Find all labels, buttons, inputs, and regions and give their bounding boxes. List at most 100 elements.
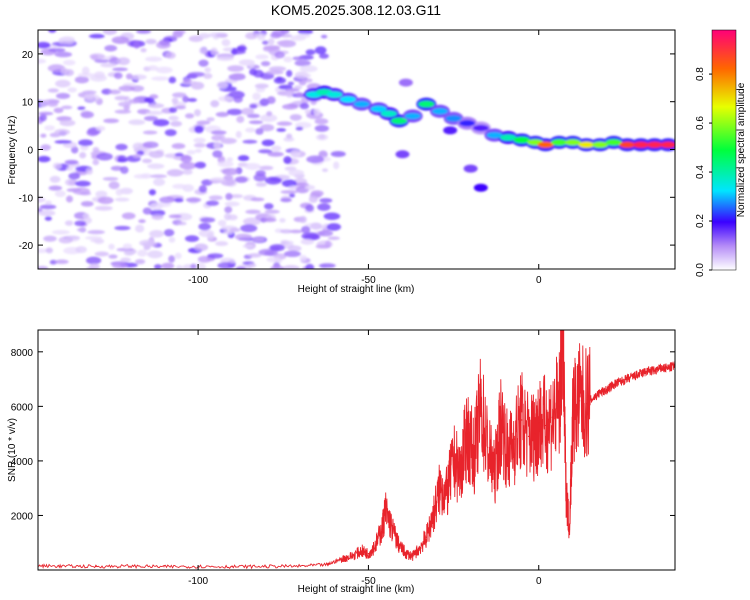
noise-blob xyxy=(149,209,166,217)
noise-blob xyxy=(165,51,176,59)
snr-point xyxy=(558,405,560,407)
noise-blob xyxy=(305,204,315,212)
noise-blob xyxy=(161,262,175,269)
noise-blob xyxy=(86,129,99,137)
noise-blob xyxy=(135,224,145,233)
snr-point xyxy=(585,403,588,405)
noise-blob xyxy=(38,111,54,116)
noise-blob xyxy=(97,196,114,205)
signal-point xyxy=(459,120,476,127)
noise-blob xyxy=(137,249,148,257)
noise-blob xyxy=(163,229,175,237)
snr-point xyxy=(350,555,352,557)
noise-blob xyxy=(67,87,77,93)
signal-point xyxy=(472,124,489,132)
noise-blob xyxy=(94,205,113,211)
noise-blob xyxy=(92,159,100,166)
noise-blob xyxy=(44,125,55,131)
spectrogram-axes: -100 -50 0 20 10 0 -10 -20 xyxy=(19,30,675,286)
noise-blob xyxy=(305,49,316,56)
noise-blob xyxy=(51,230,70,235)
noise-blob xyxy=(168,115,179,121)
noise-blob xyxy=(115,143,128,151)
signal-point xyxy=(646,141,663,148)
noise-blob xyxy=(138,219,146,224)
noise-blob xyxy=(310,222,322,230)
snr-point xyxy=(565,487,567,489)
noise-blob xyxy=(74,76,89,84)
noise-blob xyxy=(205,200,219,206)
noise-blob xyxy=(175,105,187,110)
noise-blob xyxy=(75,246,87,254)
noise-blob xyxy=(194,243,209,252)
noise-blob xyxy=(282,264,300,269)
noise-blob xyxy=(270,265,285,269)
noise-blob xyxy=(333,161,340,170)
noise-blob xyxy=(210,177,226,183)
snr-point xyxy=(381,528,383,530)
noise-blob xyxy=(305,263,315,269)
spectrogram-ytick-label: 10 xyxy=(22,98,34,109)
snr-point xyxy=(265,565,267,568)
signal-point xyxy=(431,108,448,115)
noise-blob xyxy=(255,54,269,60)
noise-blob xyxy=(295,92,303,97)
noise-blob xyxy=(242,139,258,144)
snr-ylabel: SNR (10 * v/v) xyxy=(7,418,18,482)
noise-blob xyxy=(142,130,158,135)
noise-blob xyxy=(53,107,64,114)
noise-blob xyxy=(38,41,51,49)
noise-blob xyxy=(223,230,234,235)
noise-blob xyxy=(117,57,130,66)
noise-blob xyxy=(304,185,316,191)
noise-blob xyxy=(210,130,227,135)
noise-blob xyxy=(213,141,222,150)
noise-blob xyxy=(318,263,336,269)
noise-blob xyxy=(118,101,132,107)
noise-blob xyxy=(197,255,212,263)
noise-blob xyxy=(264,176,282,185)
noise-blob xyxy=(62,59,76,66)
colorbar-tick-label: 0.4 xyxy=(695,165,706,179)
noise-blob xyxy=(229,194,244,199)
noise-blob xyxy=(208,195,223,201)
noise-blob xyxy=(193,142,206,148)
noise-blob xyxy=(303,73,311,78)
snr-ytick-label: 4000 xyxy=(11,457,34,468)
noise-blob xyxy=(282,103,298,110)
colorbar-tick-label: 0.0 xyxy=(695,263,706,277)
noise-blob xyxy=(65,178,78,187)
noise-blob xyxy=(158,39,171,46)
noise-blob xyxy=(147,65,159,71)
noise-blob xyxy=(147,103,165,109)
noise-blob xyxy=(76,227,87,232)
noise-blob xyxy=(38,210,56,217)
noise-blob xyxy=(143,115,158,122)
noise-blob xyxy=(184,113,195,119)
signal-point xyxy=(632,141,649,148)
noise-blob xyxy=(100,62,117,68)
noise-blob xyxy=(149,174,167,179)
noise-blob xyxy=(289,229,303,234)
snr-point xyxy=(374,544,376,547)
noise-blob xyxy=(149,230,164,238)
noise-blob xyxy=(283,156,292,164)
noise-blob xyxy=(171,143,186,149)
noise-blob xyxy=(94,58,110,63)
noise-blob xyxy=(171,97,179,104)
snr-point xyxy=(466,433,468,435)
noise-blob xyxy=(289,193,296,198)
noise-blob xyxy=(281,179,297,188)
noise-blob xyxy=(174,152,184,157)
noise-blob xyxy=(122,243,133,250)
noise-blob xyxy=(194,161,207,169)
noise-blob xyxy=(245,209,261,215)
noise-blob xyxy=(252,92,261,101)
noise-blob xyxy=(286,90,293,98)
snr-point xyxy=(493,473,496,476)
noise-blob xyxy=(273,77,286,84)
noise-blob xyxy=(177,221,187,226)
noise-blob xyxy=(215,241,229,247)
snr-point xyxy=(398,544,400,547)
noise-blob xyxy=(320,34,328,39)
